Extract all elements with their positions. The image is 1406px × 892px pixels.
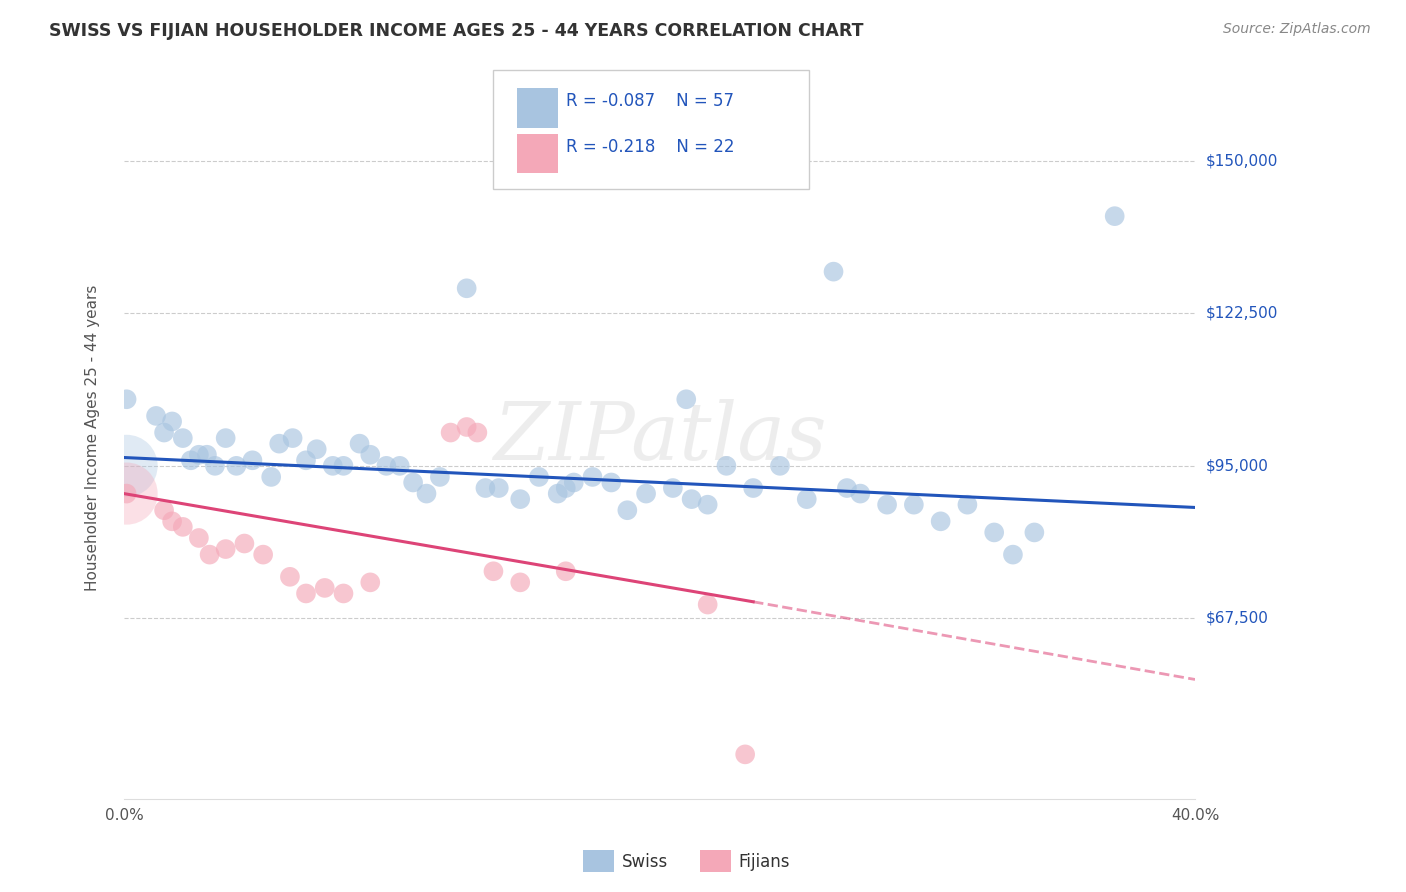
Point bbox=[295, 453, 318, 467]
Point bbox=[675, 392, 697, 407]
Point bbox=[742, 481, 765, 495]
Point bbox=[876, 498, 898, 512]
Point bbox=[849, 486, 872, 500]
Text: $150,000: $150,000 bbox=[1206, 153, 1278, 169]
Point bbox=[215, 431, 238, 445]
Point bbox=[172, 431, 194, 445]
Point bbox=[547, 486, 569, 500]
Point bbox=[509, 575, 531, 590]
Point bbox=[474, 481, 496, 495]
Point bbox=[467, 425, 489, 440]
Point bbox=[198, 548, 221, 562]
Point bbox=[429, 470, 451, 484]
Point bbox=[696, 598, 718, 612]
Point bbox=[145, 409, 167, 423]
Text: $122,500: $122,500 bbox=[1206, 306, 1278, 321]
Point bbox=[1024, 525, 1046, 540]
Point bbox=[281, 431, 304, 445]
Point bbox=[929, 514, 952, 528]
Point bbox=[115, 458, 138, 473]
Point bbox=[242, 453, 264, 467]
Point bbox=[509, 492, 531, 507]
Point bbox=[305, 442, 328, 457]
Point bbox=[796, 492, 818, 507]
Point bbox=[260, 470, 283, 484]
Point bbox=[172, 520, 194, 534]
Point bbox=[233, 536, 256, 550]
Point bbox=[295, 586, 318, 600]
Point bbox=[332, 458, 354, 473]
Text: R = -0.087    N = 57: R = -0.087 N = 57 bbox=[567, 92, 734, 111]
Point bbox=[903, 498, 925, 512]
Point bbox=[359, 448, 381, 462]
Point bbox=[359, 575, 381, 590]
Point bbox=[349, 436, 371, 450]
Point bbox=[180, 453, 202, 467]
Point bbox=[1001, 548, 1024, 562]
Point bbox=[823, 265, 845, 279]
Point bbox=[322, 458, 344, 473]
Point bbox=[769, 458, 792, 473]
Point bbox=[554, 564, 576, 578]
Point bbox=[482, 564, 505, 578]
Point bbox=[662, 481, 685, 495]
Y-axis label: Householder Income Ages 25 - 44 years: Householder Income Ages 25 - 44 years bbox=[86, 285, 100, 591]
Point bbox=[215, 542, 238, 557]
Text: SWISS VS FIJIAN HOUSEHOLDER INCOME AGES 25 - 44 YEARS CORRELATION CHART: SWISS VS FIJIAN HOUSEHOLDER INCOME AGES … bbox=[49, 22, 863, 40]
Text: $95,000: $95,000 bbox=[1206, 458, 1270, 474]
Bar bbox=[517, 134, 558, 173]
Point bbox=[1104, 209, 1126, 223]
Point bbox=[153, 425, 176, 440]
Point bbox=[278, 570, 301, 584]
Point bbox=[252, 548, 274, 562]
Point bbox=[581, 470, 603, 484]
Point bbox=[195, 448, 218, 462]
Text: Swiss: Swiss bbox=[621, 853, 668, 871]
Point bbox=[488, 481, 510, 495]
Text: Fijians: Fijians bbox=[738, 853, 790, 871]
Point bbox=[554, 481, 576, 495]
Point bbox=[456, 420, 478, 434]
Text: R = -0.218    N = 22: R = -0.218 N = 22 bbox=[567, 137, 735, 156]
Point bbox=[696, 498, 718, 512]
Point bbox=[115, 486, 138, 500]
Text: Source: ZipAtlas.com: Source: ZipAtlas.com bbox=[1223, 22, 1371, 37]
Point bbox=[160, 514, 183, 528]
Point bbox=[439, 425, 461, 440]
Point bbox=[269, 436, 291, 450]
Point bbox=[153, 503, 176, 517]
Point bbox=[160, 414, 183, 428]
FancyBboxPatch shape bbox=[494, 70, 810, 189]
Point bbox=[115, 486, 138, 500]
Point bbox=[616, 503, 638, 517]
Point bbox=[983, 525, 1005, 540]
Point bbox=[527, 470, 550, 484]
Point bbox=[956, 498, 979, 512]
Point bbox=[115, 392, 138, 407]
Point bbox=[332, 586, 354, 600]
Point bbox=[681, 492, 703, 507]
Point bbox=[716, 458, 738, 473]
Point bbox=[835, 481, 858, 495]
Text: ZIPatlas: ZIPatlas bbox=[492, 400, 827, 477]
Point bbox=[636, 486, 658, 500]
Point bbox=[562, 475, 585, 490]
Point bbox=[388, 458, 411, 473]
Point bbox=[314, 581, 336, 595]
Point bbox=[600, 475, 623, 490]
Point bbox=[402, 475, 425, 490]
Point bbox=[734, 747, 756, 762]
Point bbox=[456, 281, 478, 295]
Point bbox=[225, 458, 247, 473]
Point bbox=[204, 458, 226, 473]
Point bbox=[187, 448, 209, 462]
Point bbox=[415, 486, 437, 500]
Point bbox=[375, 458, 398, 473]
Text: $67,500: $67,500 bbox=[1206, 611, 1270, 626]
Bar bbox=[517, 88, 558, 128]
Point bbox=[187, 531, 209, 545]
